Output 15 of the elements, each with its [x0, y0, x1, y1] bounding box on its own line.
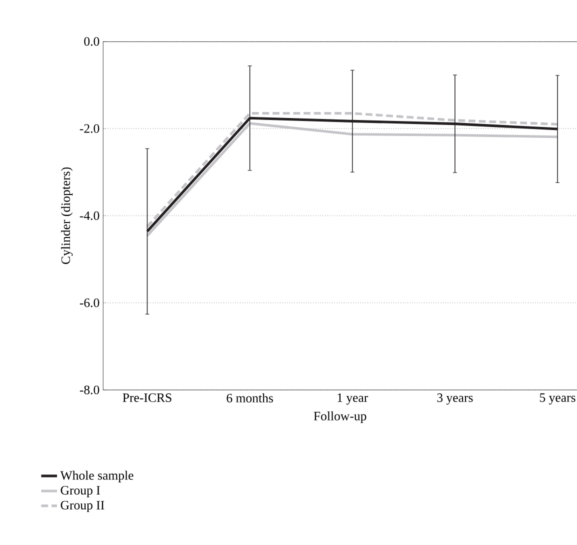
y-tick-label: -8.0 — [80, 386, 100, 394]
y-tick-label: 0.0 — [84, 37, 100, 46]
y-axis-title: Cylinder (diopters) — [61, 167, 73, 264]
x-tick-label: 6 months — [226, 393, 273, 402]
x-tick-label: Pre-ICRS — [122, 393, 172, 402]
legend-label: Whole sample — [60, 470, 134, 482]
x-axis-title: Follow-up — [314, 411, 366, 424]
legend-label: Group I — [60, 486, 100, 498]
y-tick-label: -6.0 — [80, 298, 100, 308]
legend-label: Group II — [60, 500, 104, 512]
y-tick-label: -4.0 — [80, 211, 100, 220]
x-tick-label: 5 years — [540, 393, 576, 405]
x-tick-label: 3 years — [437, 393, 473, 405]
x-tick-label: 1 year — [338, 393, 368, 405]
y-tick-label: -2.0 — [80, 124, 100, 133]
